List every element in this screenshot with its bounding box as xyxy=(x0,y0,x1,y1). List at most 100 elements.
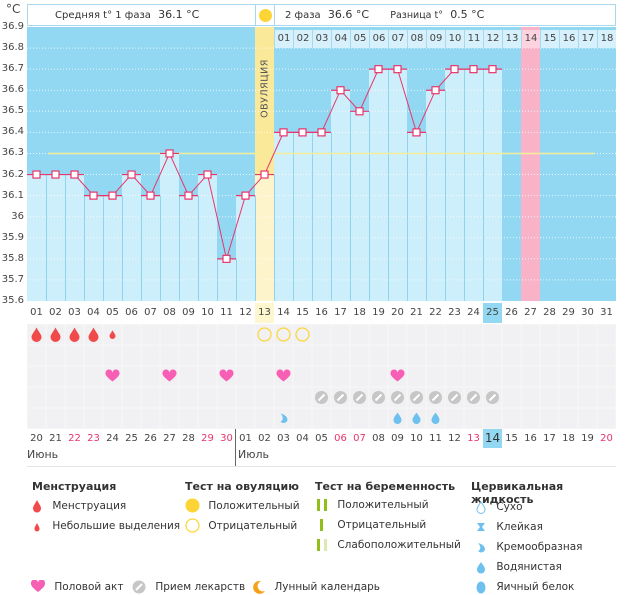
calendar-date[interactable]: 12 xyxy=(448,433,461,444)
temp-bar xyxy=(122,174,141,301)
cycle-day-label[interactable]: 22 xyxy=(429,307,442,318)
calendar-date[interactable]: 18 xyxy=(562,433,575,444)
cycle-day-label[interactable]: 03 xyxy=(68,307,81,318)
ovulation-test-icon xyxy=(295,327,310,342)
cycle-day-label[interactable]: 06 xyxy=(125,307,138,318)
cycle-day-label[interactable]: 20 xyxy=(391,307,404,318)
calendar-date[interactable]: 26 xyxy=(144,433,157,444)
legend-ovtest-negative: Отрицательный xyxy=(185,518,297,533)
calendar-date[interactable]: 23 xyxy=(87,433,100,444)
calendar-date[interactable]: 02 xyxy=(258,433,271,444)
calendar-date[interactable]: 28 xyxy=(182,433,195,444)
cycle-day-label[interactable]: 19 xyxy=(372,307,385,318)
calendar-date[interactable]: 15 xyxy=(505,433,518,444)
menstruation-icon xyxy=(31,327,42,342)
cycle-day-label[interactable]: 18 xyxy=(353,307,366,318)
event-cell xyxy=(521,387,540,408)
event-cell xyxy=(407,366,426,387)
cycle-day-label[interactable]: 14 xyxy=(277,307,290,318)
events-svg xyxy=(27,324,616,429)
event-cell xyxy=(502,366,521,387)
cycle-day-label[interactable]: 21 xyxy=(410,307,423,318)
cycle-day-label[interactable]: 25 xyxy=(483,303,502,323)
cycle-day-label[interactable]: 08 xyxy=(163,307,176,318)
event-cell xyxy=(274,345,293,366)
month-divider xyxy=(235,429,236,466)
calendar-date[interactable]: 10 xyxy=(410,433,423,444)
cycle-day-label[interactable]: 26 xyxy=(505,307,518,318)
cycle-day-label[interactable]: 11 xyxy=(220,307,233,318)
event-cell xyxy=(217,345,236,366)
calendar-date[interactable]: 03 xyxy=(277,433,290,444)
event-cell xyxy=(198,387,217,408)
legend-spotting: Небольшие выделения xyxy=(32,519,180,533)
cycle-day-label[interactable]: 28 xyxy=(543,307,556,318)
event-cell xyxy=(293,408,312,429)
pill-icon-line xyxy=(355,393,364,402)
cycle-day-label[interactable]: 09 xyxy=(182,307,195,318)
cycle-day-label[interactable]: 27 xyxy=(524,307,537,318)
calendar-date[interactable]: 29 xyxy=(201,433,214,444)
legend-moon[interactable]: Лунный календарь xyxy=(252,580,380,594)
cycle-day-label[interactable]: 24 xyxy=(467,307,480,318)
event-cell xyxy=(540,366,559,387)
calendar-date[interactable]: 16 xyxy=(524,433,537,444)
calendar-date[interactable]: 08 xyxy=(372,433,385,444)
event-cell xyxy=(350,408,369,429)
calendar-date[interactable]: 19 xyxy=(581,433,594,444)
cycle-day-label[interactable]: 12 xyxy=(239,307,252,318)
calendar-date[interactable]: 09 xyxy=(391,433,404,444)
event-cell xyxy=(65,408,84,429)
calendar-date[interactable]: 05 xyxy=(315,433,328,444)
cycle-day-label[interactable]: 04 xyxy=(87,307,100,318)
calendar-date[interactable]: 24 xyxy=(106,433,119,444)
calendar-date[interactable]: 20 xyxy=(600,433,613,444)
calendar-date[interactable]: 22 xyxy=(68,433,81,444)
event-cell xyxy=(103,408,122,429)
calendar-date[interactable]: 17 xyxy=(543,433,556,444)
calendar-date[interactable]: 30 xyxy=(220,433,233,444)
calendar-date[interactable]: 21 xyxy=(49,433,62,444)
cycle-day-label[interactable]: 31 xyxy=(600,307,613,318)
cycle-day-label[interactable]: 30 xyxy=(581,307,594,318)
cycle-day-label[interactable]: 07 xyxy=(144,307,157,318)
cycle-day-label[interactable]: 01 xyxy=(30,307,43,318)
temp-point xyxy=(260,170,269,179)
legend-medication: Прием лекарств xyxy=(132,580,245,594)
watery-drop-icon xyxy=(412,412,421,424)
calendar-date[interactable]: 25 xyxy=(125,433,138,444)
temp-point xyxy=(32,170,41,179)
calendar-date[interactable]: 27 xyxy=(163,433,176,444)
cycle-day-label[interactable]: 05 xyxy=(106,307,119,318)
cycle-day-label[interactable]: 23 xyxy=(448,307,461,318)
calendar-date[interactable]: 07 xyxy=(353,433,366,444)
cycle-day-label[interactable]: 02 xyxy=(49,307,62,318)
calendar-date[interactable]: 06 xyxy=(334,433,347,444)
temp-point xyxy=(469,65,478,74)
calendar-date[interactable]: 14 xyxy=(483,429,502,448)
cycle-day-label[interactable]: 10 xyxy=(201,307,214,318)
calendar-date[interactable]: 20 xyxy=(30,433,43,444)
event-cell xyxy=(312,324,331,345)
cycle-day-label[interactable]: 15 xyxy=(296,307,309,318)
event-cell xyxy=(597,345,616,366)
cycle-day-label[interactable]: 13 xyxy=(255,303,274,323)
event-cell xyxy=(559,324,578,345)
temp-bar xyxy=(483,69,502,301)
cycle-day-label[interactable]: 16 xyxy=(315,307,328,318)
cycle-day-label[interactable]: 29 xyxy=(562,307,575,318)
calendar-date[interactable]: 01 xyxy=(239,433,252,444)
event-cell xyxy=(179,387,198,408)
calendar-date[interactable]: 04 xyxy=(296,433,309,444)
calendar-date[interactable]: 13 xyxy=(467,433,480,444)
cycle-day-label[interactable]: 17 xyxy=(334,307,347,318)
temperature-chart: ОВУЛЯЦИЯ xyxy=(27,27,616,301)
calendar-date[interactable]: 11 xyxy=(429,433,442,444)
heart-icon xyxy=(276,369,291,382)
ovulation-column xyxy=(255,27,274,175)
event-cell xyxy=(350,345,369,366)
event-cell xyxy=(160,324,179,345)
temp-point xyxy=(279,128,288,137)
temp-bar xyxy=(464,69,483,301)
temp-point xyxy=(431,86,440,95)
